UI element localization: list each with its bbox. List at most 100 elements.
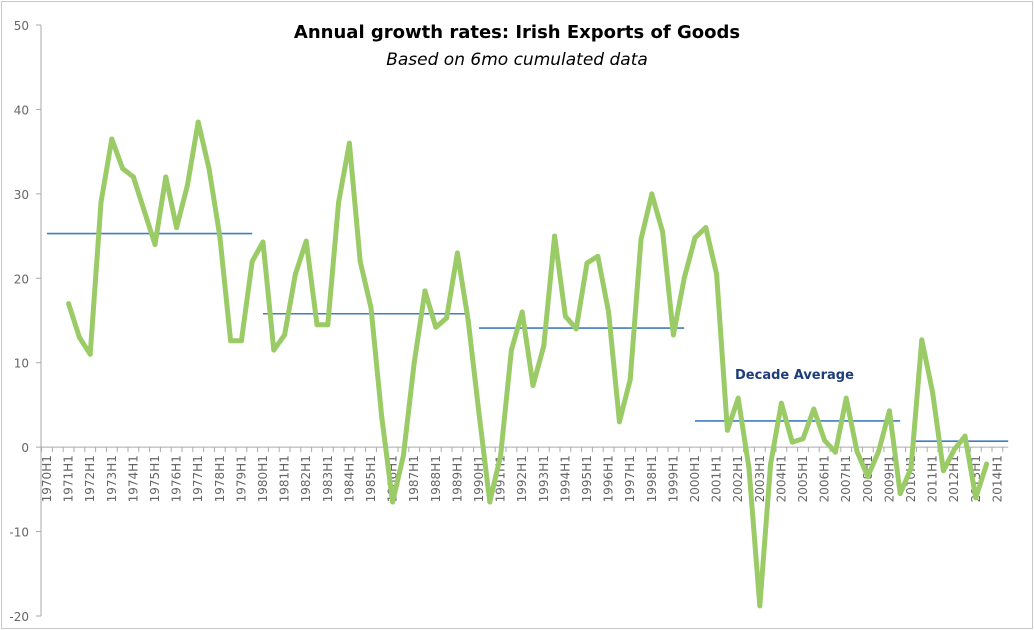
data-point — [336, 199, 342, 205]
y-tick-label: 50 — [14, 19, 29, 33]
data-point — [498, 453, 504, 459]
data-point — [854, 448, 860, 454]
y-tick-label: 20 — [14, 272, 29, 286]
y-tick-label: -10 — [9, 526, 29, 540]
x-tick-label: 1990H1 — [472, 455, 486, 502]
y-tick-label: 10 — [14, 357, 29, 371]
data-point — [411, 360, 417, 366]
x-tick-label: 1989H1 — [450, 455, 464, 502]
x-tick-label: 2002H1 — [731, 455, 745, 502]
data-point — [508, 347, 514, 353]
data-point — [303, 238, 309, 244]
x-tick-label: 1995H1 — [580, 455, 594, 502]
data-point — [292, 271, 298, 277]
data-point — [692, 235, 698, 241]
x-tick-label: 1979H1 — [234, 455, 248, 502]
data-point — [76, 334, 82, 340]
x-tick-label: 2000H1 — [688, 455, 702, 502]
data-point — [130, 174, 136, 180]
data-point — [573, 326, 579, 332]
data-point — [87, 351, 93, 357]
data-point — [271, 347, 277, 353]
x-tick-label: 1971H1 — [62, 455, 76, 502]
data-point — [843, 395, 849, 401]
x-tick-label: 1994H1 — [558, 455, 572, 502]
data-point — [357, 258, 363, 264]
data-point — [195, 119, 201, 125]
data-point — [314, 322, 320, 328]
data-point — [670, 332, 676, 338]
data-point — [876, 448, 882, 454]
x-tick-label: 1987H1 — [407, 455, 421, 502]
x-tick-label: 2010H1 — [904, 455, 918, 502]
x-tick-label: 1996H1 — [602, 455, 616, 502]
growth-rate-line — [66, 119, 989, 609]
data-point — [768, 461, 774, 467]
data-point — [984, 461, 990, 467]
x-tick-label: 1972H1 — [83, 455, 97, 502]
x-tick-label: 1982H1 — [299, 455, 313, 502]
data-point — [400, 453, 406, 459]
data-point — [66, 301, 72, 307]
data-point — [217, 233, 223, 239]
data-point — [800, 436, 806, 442]
y-tick-label: 30 — [14, 188, 29, 202]
data-point — [465, 318, 471, 323]
data-point — [649, 191, 655, 197]
x-tick-label: 1973H1 — [105, 455, 119, 502]
data-point — [530, 383, 536, 389]
x-tick-label: 1988H1 — [429, 455, 443, 502]
data-point — [260, 239, 266, 245]
data-point — [184, 182, 190, 188]
data-point — [735, 395, 741, 401]
x-tick-label: 2001H1 — [710, 455, 724, 502]
data-point — [368, 305, 374, 311]
x-tick-label: 1984H1 — [342, 455, 356, 502]
chart-subtitle: Based on 6mo cumulated data — [386, 50, 648, 70]
x-tick-label: 2003H1 — [753, 455, 767, 502]
data-point — [746, 465, 752, 471]
x-tick-label: 1992H1 — [515, 455, 529, 502]
data-point — [519, 309, 525, 315]
data-point — [390, 499, 396, 505]
x-tick-label: 2004H1 — [774, 455, 788, 502]
x-tick-label: 1998H1 — [645, 455, 659, 502]
data-point — [638, 236, 644, 242]
data-point — [865, 474, 871, 480]
data-point — [897, 491, 903, 497]
data-point — [778, 400, 784, 406]
data-point — [681, 275, 687, 281]
data-point — [757, 603, 763, 609]
data-point — [379, 415, 385, 421]
data-point — [703, 225, 709, 231]
data-point — [552, 233, 558, 239]
data-point — [152, 242, 158, 248]
data-point — [249, 258, 255, 264]
data-point — [832, 449, 838, 455]
data-point — [908, 465, 914, 471]
data-point — [886, 408, 892, 414]
data-point — [325, 322, 331, 328]
data-point — [660, 229, 666, 235]
y-tick-label: 40 — [14, 103, 29, 117]
x-tick-label: 2006H1 — [818, 455, 832, 502]
data-point — [595, 253, 601, 259]
x-tick-label: 2007H1 — [839, 455, 853, 502]
x-tick-label: 1975H1 — [148, 455, 162, 502]
data-point — [541, 343, 547, 349]
x-tick-label: 1999H1 — [666, 455, 680, 502]
data-point — [930, 389, 936, 395]
data-point — [163, 174, 169, 180]
data-point — [238, 338, 244, 344]
data-point — [433, 324, 439, 330]
data-point — [109, 136, 115, 142]
x-tick-label: 2014H1 — [990, 455, 1004, 502]
x-tick-label: 1970H1 — [40, 455, 54, 502]
data-point — [627, 377, 633, 383]
x-tick-label: 1985H1 — [364, 455, 378, 502]
x-tick-label: 1978H1 — [213, 455, 227, 502]
data-point — [822, 437, 828, 443]
data-point — [346, 140, 352, 146]
